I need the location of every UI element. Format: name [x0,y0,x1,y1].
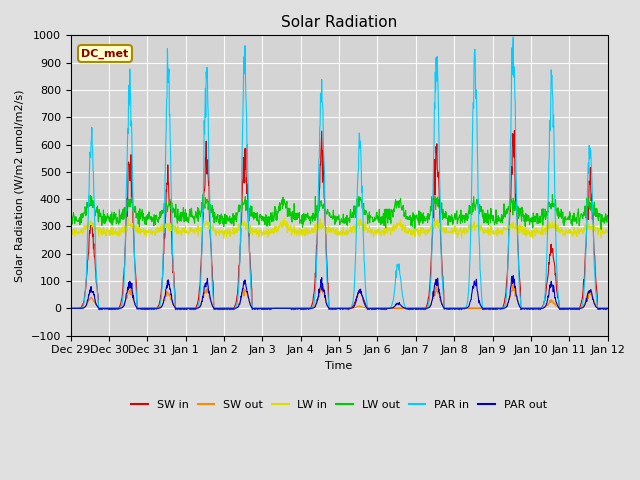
SW in [604,306,611,312]
LW in [467,224,474,230]
Line: SW in: SW in [70,131,607,310]
LW in [184,229,191,235]
LW out [466,205,474,211]
SW out [183,305,191,311]
LW out [548,192,556,198]
Line: LW in: LW in [70,217,607,239]
PAR out [408,305,416,311]
Line: LW out: LW out [70,195,607,229]
SW in [511,128,518,133]
LW in [220,236,228,241]
SW out [381,305,389,311]
LW out [408,216,416,222]
SW in [573,307,581,312]
PAR in [466,266,474,272]
SW in [408,307,416,312]
PAR in [183,305,191,311]
PAR out [604,305,611,311]
SW in [466,305,474,311]
LW out [604,213,611,218]
PAR in [548,74,556,80]
PAR out [246,302,254,308]
LW out [597,227,605,232]
PAR in [246,269,254,275]
PAR out [548,283,556,289]
PAR out [381,305,389,311]
PAR out [67,305,74,311]
LW in [604,228,611,233]
SW out [408,305,416,311]
SW out [510,281,518,287]
Legend: SW in, SW out, LW in, LW out, PAR in, PAR out: SW in, SW out, LW in, LW out, PAR in, PA… [127,395,552,414]
PAR in [67,305,74,311]
LW out [246,213,254,218]
LW in [382,224,390,230]
PAR in [381,305,389,311]
LW in [67,227,74,233]
LW in [409,228,417,234]
Title: Solar Radiation: Solar Radiation [281,15,397,30]
LW in [247,230,255,236]
LW out [381,213,389,219]
PAR out [183,305,191,311]
Line: PAR out: PAR out [70,276,607,308]
LW out [547,206,555,212]
X-axis label: Time: Time [326,361,353,371]
PAR in [604,305,611,311]
SW in [246,258,254,264]
SW in [67,305,74,311]
SW out [604,305,611,311]
SW out [246,300,254,306]
Line: SW out: SW out [70,284,607,308]
LW out [183,218,191,224]
SW out [67,305,74,311]
SW in [548,250,556,255]
SW in [183,307,191,312]
Y-axis label: Solar Radiation (W/m2 umol/m2/s): Solar Radiation (W/m2 umol/m2/s) [15,89,25,282]
LW out [67,216,74,221]
LW in [548,224,556,230]
SW in [381,307,389,312]
LW in [124,214,132,220]
PAR in [509,34,517,40]
PAR out [466,301,474,307]
Text: DC_met: DC_met [81,48,129,59]
Line: PAR in: PAR in [70,37,607,308]
SW out [548,299,556,305]
SW out [466,305,474,311]
PAR in [408,305,416,311]
PAR out [509,273,517,278]
